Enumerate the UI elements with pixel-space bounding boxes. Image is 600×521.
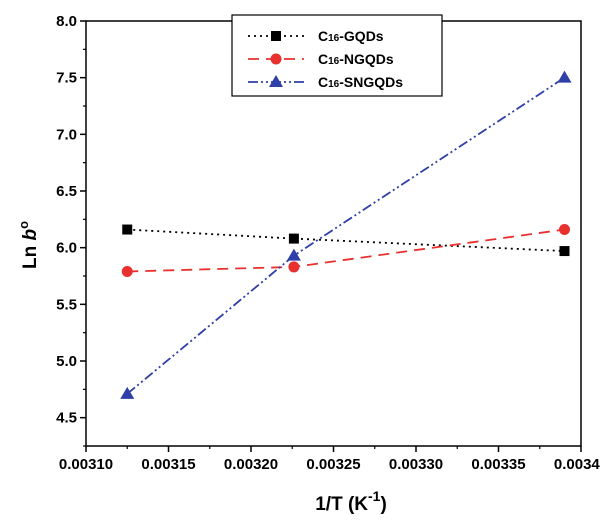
y-axis-title-main: Ln <box>20 241 41 270</box>
y-tick-label: 7.5 <box>56 70 77 87</box>
data-point <box>288 233 299 244</box>
legend: C16-GQDs C16-NGQDs C16-SNGQDs <box>231 14 443 97</box>
data-point <box>122 224 133 235</box>
legend-label: C16-SNGQDs <box>318 74 403 90</box>
data-point <box>557 70 572 83</box>
legend-marker <box>269 75 283 87</box>
x-tick-label: 0.00340 <box>554 456 600 473</box>
series-layer <box>120 70 572 399</box>
series-line <box>127 228 565 273</box>
x-axis-ticks: 0.00310 0.00315 0.00320 0.00325 0.00330 0.003… <box>59 446 600 473</box>
data-point <box>288 261 300 273</box>
legend-item-2: C16-NGQDs <box>248 51 394 67</box>
legend-marker <box>270 53 282 65</box>
legend-item-1: C16-GQDs <box>248 28 384 44</box>
x-tick-label: 0.00315 <box>141 456 195 473</box>
y-tick-label: 5.0 <box>56 353 77 370</box>
y-tick-label: 4.5 <box>56 410 77 427</box>
y-tick-label: 6.0 <box>56 240 77 257</box>
data-point <box>286 248 301 261</box>
legend-marker <box>271 31 281 41</box>
series-line <box>126 76 565 395</box>
y-tick-label: 8.0 <box>56 13 77 30</box>
y-tick-label: 6.5 <box>56 183 77 200</box>
x-tick-label: 0.00320 <box>224 456 278 473</box>
legend-item-3: C16-SNGQDs <box>248 74 403 90</box>
series-3 <box>120 70 572 399</box>
x-axis-title-main: 1/T (K <box>315 494 368 515</box>
series-line <box>127 228 565 252</box>
y-tick-label: 5.5 <box>56 296 77 313</box>
y-tick-label: 7.0 <box>56 126 77 143</box>
series-2 <box>121 224 570 277</box>
data-point <box>121 265 133 277</box>
x-tick-label: 0.00325 <box>306 456 360 473</box>
x-axis-title-tail: ) <box>380 494 386 515</box>
y-axis-ticks: 4.5 5.0 5.5 6.0 6.5 7.0 7.5 8.0 <box>56 13 86 447</box>
x-axis-title-superscript: -1 <box>368 488 381 504</box>
x-tick-label: 0.00335 <box>471 456 525 473</box>
data-point <box>120 386 135 399</box>
y-axis-title-italic: b <box>20 229 41 241</box>
series-1 <box>122 224 570 257</box>
x-tick-label: 0.00310 <box>59 456 113 473</box>
x-axis-title: 1/T (K-1) <box>315 488 387 515</box>
y-axis-title: Ln bo <box>16 221 41 269</box>
data-point <box>559 246 570 257</box>
legend-label: C16-NGQDs <box>318 51 394 67</box>
legend-label: C16-GQDs <box>318 28 384 44</box>
data-point <box>559 224 570 236</box>
y-axis-title-superscript: o <box>16 221 31 229</box>
x-tick-label: 0.00330 <box>389 456 443 473</box>
